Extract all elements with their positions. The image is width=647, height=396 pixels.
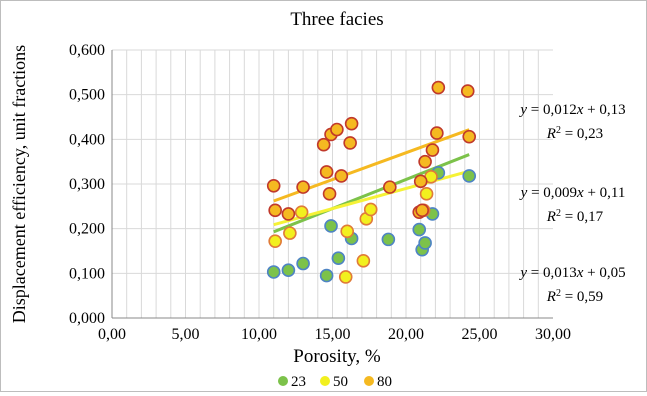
- legend-label-50: 50: [333, 374, 348, 390]
- x-tick-label: 0,00: [98, 326, 126, 343]
- legend-label-80: 80: [377, 374, 392, 390]
- y-tick-label: 0,300: [69, 176, 105, 193]
- x-tick-label: 25,00: [462, 326, 498, 343]
- data-point-80: [330, 122, 344, 137]
- data-point-80: [415, 203, 429, 218]
- data-point-50: [294, 205, 309, 219]
- r-squared-23: R2 = 0,59: [546, 288, 603, 306]
- legend-marker-80: [364, 376, 374, 386]
- r-squared-50: R2 = 0,17: [546, 208, 604, 226]
- y-tick-label: 0,400: [69, 131, 105, 148]
- legend-marker-50: [320, 376, 330, 386]
- data-point-50: [283, 226, 297, 240]
- y-tick-label: 0,600: [69, 42, 105, 59]
- data-point-23: [418, 236, 432, 250]
- y-tick-label: 0,100: [69, 265, 105, 282]
- data-point-80: [281, 207, 296, 221]
- x-tick-label: 30,00: [535, 326, 571, 343]
- trend-annotations: y = 0,012x + 0,13 R2 = 0,23 y = 0,009x + 0…: [518, 102, 625, 305]
- data-point-23: [462, 169, 477, 183]
- data-point-80: [344, 116, 359, 131]
- data-point-80: [316, 137, 331, 152]
- data-point-80: [383, 180, 397, 194]
- x-tick-label: 5,00: [172, 326, 200, 343]
- trend-equation-50: y = 0,009x + 0,11: [519, 185, 626, 201]
- data-point-80: [268, 203, 282, 218]
- chart-title: Three facies: [290, 9, 383, 30]
- y-axis-label: Displacement efficiency, unit fractions: [9, 45, 29, 323]
- data-point-23: [281, 263, 296, 278]
- legend-label-23: 23: [291, 374, 306, 390]
- data-point-80: [460, 84, 475, 98]
- data-point-80: [431, 80, 446, 95]
- x-tick-label: 10,00: [241, 326, 277, 343]
- data-point-23: [381, 232, 396, 247]
- axes: [111, 50, 553, 319]
- data-point-23: [319, 268, 334, 283]
- data-point-50: [419, 187, 434, 201]
- data-point-80: [334, 169, 349, 183]
- data-point-80: [322, 187, 337, 201]
- data-point-23: [266, 265, 281, 279]
- trend-equation-23: y = 0,013x + 0,05: [518, 265, 625, 281]
- x-tick-label: 20,00: [388, 326, 424, 343]
- data-point-23: [324, 219, 338, 233]
- data-point-80: [462, 129, 477, 144]
- legend: 23 50 80: [278, 374, 392, 390]
- data-point-23: [412, 222, 427, 237]
- y-tick-label: 0,000: [69, 310, 105, 327]
- legend-marker-23: [278, 376, 288, 386]
- data-points: [266, 80, 477, 284]
- data-point-80: [343, 136, 357, 150]
- x-axis-label: Porosity, %: [293, 346, 381, 367]
- data-point-50: [356, 254, 371, 268]
- data-point-80: [418, 154, 432, 169]
- data-point-50: [340, 224, 355, 239]
- data-point-50: [338, 270, 353, 284]
- data-point-23: [296, 256, 310, 271]
- trend-equation-80: y = 0,012x + 0,13: [518, 102, 625, 118]
- y-tick-label: 0,500: [69, 87, 105, 104]
- data-point-23: [331, 251, 346, 265]
- data-point-80: [430, 126, 444, 140]
- r-squared-80: R2 = 0,23: [546, 125, 603, 143]
- tick-labels: 0,00 5,00 10,00 15,00 20,00 25,00 30,00 0,000 0,…: [69, 42, 571, 343]
- y-tick-label: 0,200: [69, 221, 105, 238]
- data-point-50: [363, 202, 378, 217]
- data-point-50: [268, 234, 282, 248]
- x-tick-label: 15,00: [315, 326, 351, 343]
- data-point-80: [319, 165, 334, 179]
- data-point-80: [413, 174, 428, 189]
- data-point-80: [266, 178, 281, 193]
- data-point-80: [425, 143, 440, 157]
- data-point-80: [296, 180, 310, 194]
